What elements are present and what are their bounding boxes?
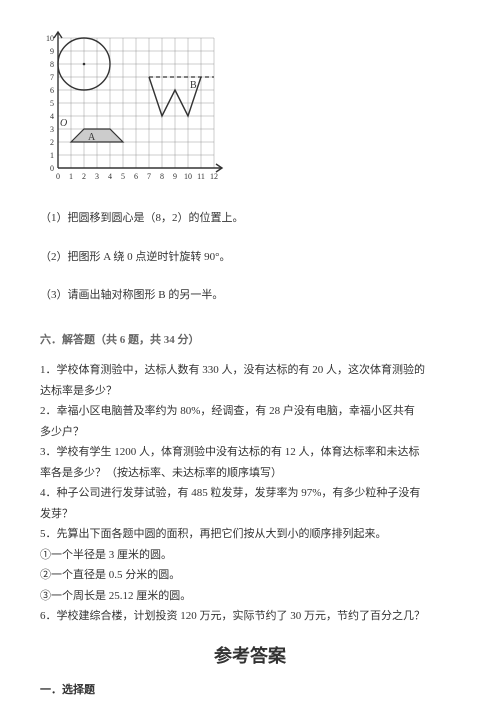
section-6-heading: 六．解答题（共 6 题，共 34 分）: [40, 332, 460, 349]
svg-text:0: 0: [56, 172, 60, 181]
svg-text:9: 9: [173, 172, 177, 181]
task-1: （1）把圆移到圆心是（8，2）的位置上。: [40, 210, 460, 227]
svg-text:8: 8: [50, 60, 54, 69]
origin-label: O: [60, 118, 67, 129]
q5-1: ①一个半径是 3 厘米的圆。: [40, 547, 460, 564]
svg-text:4: 4: [50, 112, 54, 121]
answers-sub-heading: 一．选择题: [40, 682, 460, 699]
q5-3: ③一个周长是 25.12 厘米的圆。: [40, 588, 460, 605]
q5-line: 5．先算出下面各题中圆的面积，再把它们按从大到小的顺序排列起来。: [40, 526, 460, 543]
q3-line-b: 率各是多少？（按达标率、未达标率的顺序填写）: [40, 465, 460, 482]
svg-text:12: 12: [210, 172, 218, 181]
shape-a-label: A: [88, 132, 96, 143]
q5-2: ②一个直径是 0.5 分米的圆。: [40, 567, 460, 584]
svg-text:10: 10: [46, 34, 54, 43]
svg-text:6: 6: [134, 172, 138, 181]
answers-heading: 参考答案: [40, 643, 460, 670]
shape-b-label: B: [190, 80, 197, 91]
q3-line-a: 3．学校有学生 1200 人，体育测验中没有达标的有 12 人，体育达标率和未达…: [40, 444, 460, 461]
svg-text:4: 4: [108, 172, 112, 181]
shape-a: [71, 129, 123, 142]
svg-text:10: 10: [184, 172, 192, 181]
svg-text:7: 7: [147, 172, 151, 181]
svg-text:2: 2: [50, 138, 54, 147]
q4-line-a: 4．种子公司进行发芽试验，有 485 粒发芽，发芽率为 97%，有多少粒种子没有: [40, 485, 460, 502]
svg-text:9: 9: [50, 47, 54, 56]
svg-text:3: 3: [95, 172, 99, 181]
q1-line-a: 1．学校体育测验中，达标人数有 330 人，没有达标的有 20 人，这次体育测验…: [40, 362, 460, 379]
svg-text:6: 6: [50, 86, 54, 95]
svg-text:0: 0: [50, 164, 54, 173]
svg-text:3: 3: [50, 125, 54, 134]
grid-svg: B A O 012 345 678 91011 12 012 345 678 9…: [40, 30, 240, 188]
svg-text:7: 7: [50, 73, 54, 82]
q6-line: 6．学校建综合楼，计划投资 120 万元，实际节约了 30 万元，节约了百分之几…: [40, 608, 460, 625]
q2-line-b: 多少户？: [40, 424, 460, 441]
svg-text:2: 2: [82, 172, 86, 181]
q2-line-a: 2．幸福小区电脑普及率约为 80%，经调查，有 28 户没有电脑，幸福小区共有: [40, 403, 460, 420]
task-2: （2）把图形 A 绕 0 点逆时针旋转 90°。: [40, 249, 460, 266]
q4-line-b: 发芽？: [40, 506, 460, 523]
svg-text:5: 5: [50, 99, 54, 108]
svg-text:5: 5: [121, 172, 125, 181]
svg-text:1: 1: [69, 172, 73, 181]
q1-line-b: 达标率是多少？: [40, 383, 460, 400]
svg-text:8: 8: [160, 172, 164, 181]
task-3: （3）请画出轴对称图形 B 的另一半。: [40, 287, 460, 304]
svg-text:1: 1: [50, 151, 54, 160]
svg-text:11: 11: [197, 172, 205, 181]
grid-figure: B A O 012 345 678 91011 12 012 345 678 9…: [40, 30, 460, 188]
